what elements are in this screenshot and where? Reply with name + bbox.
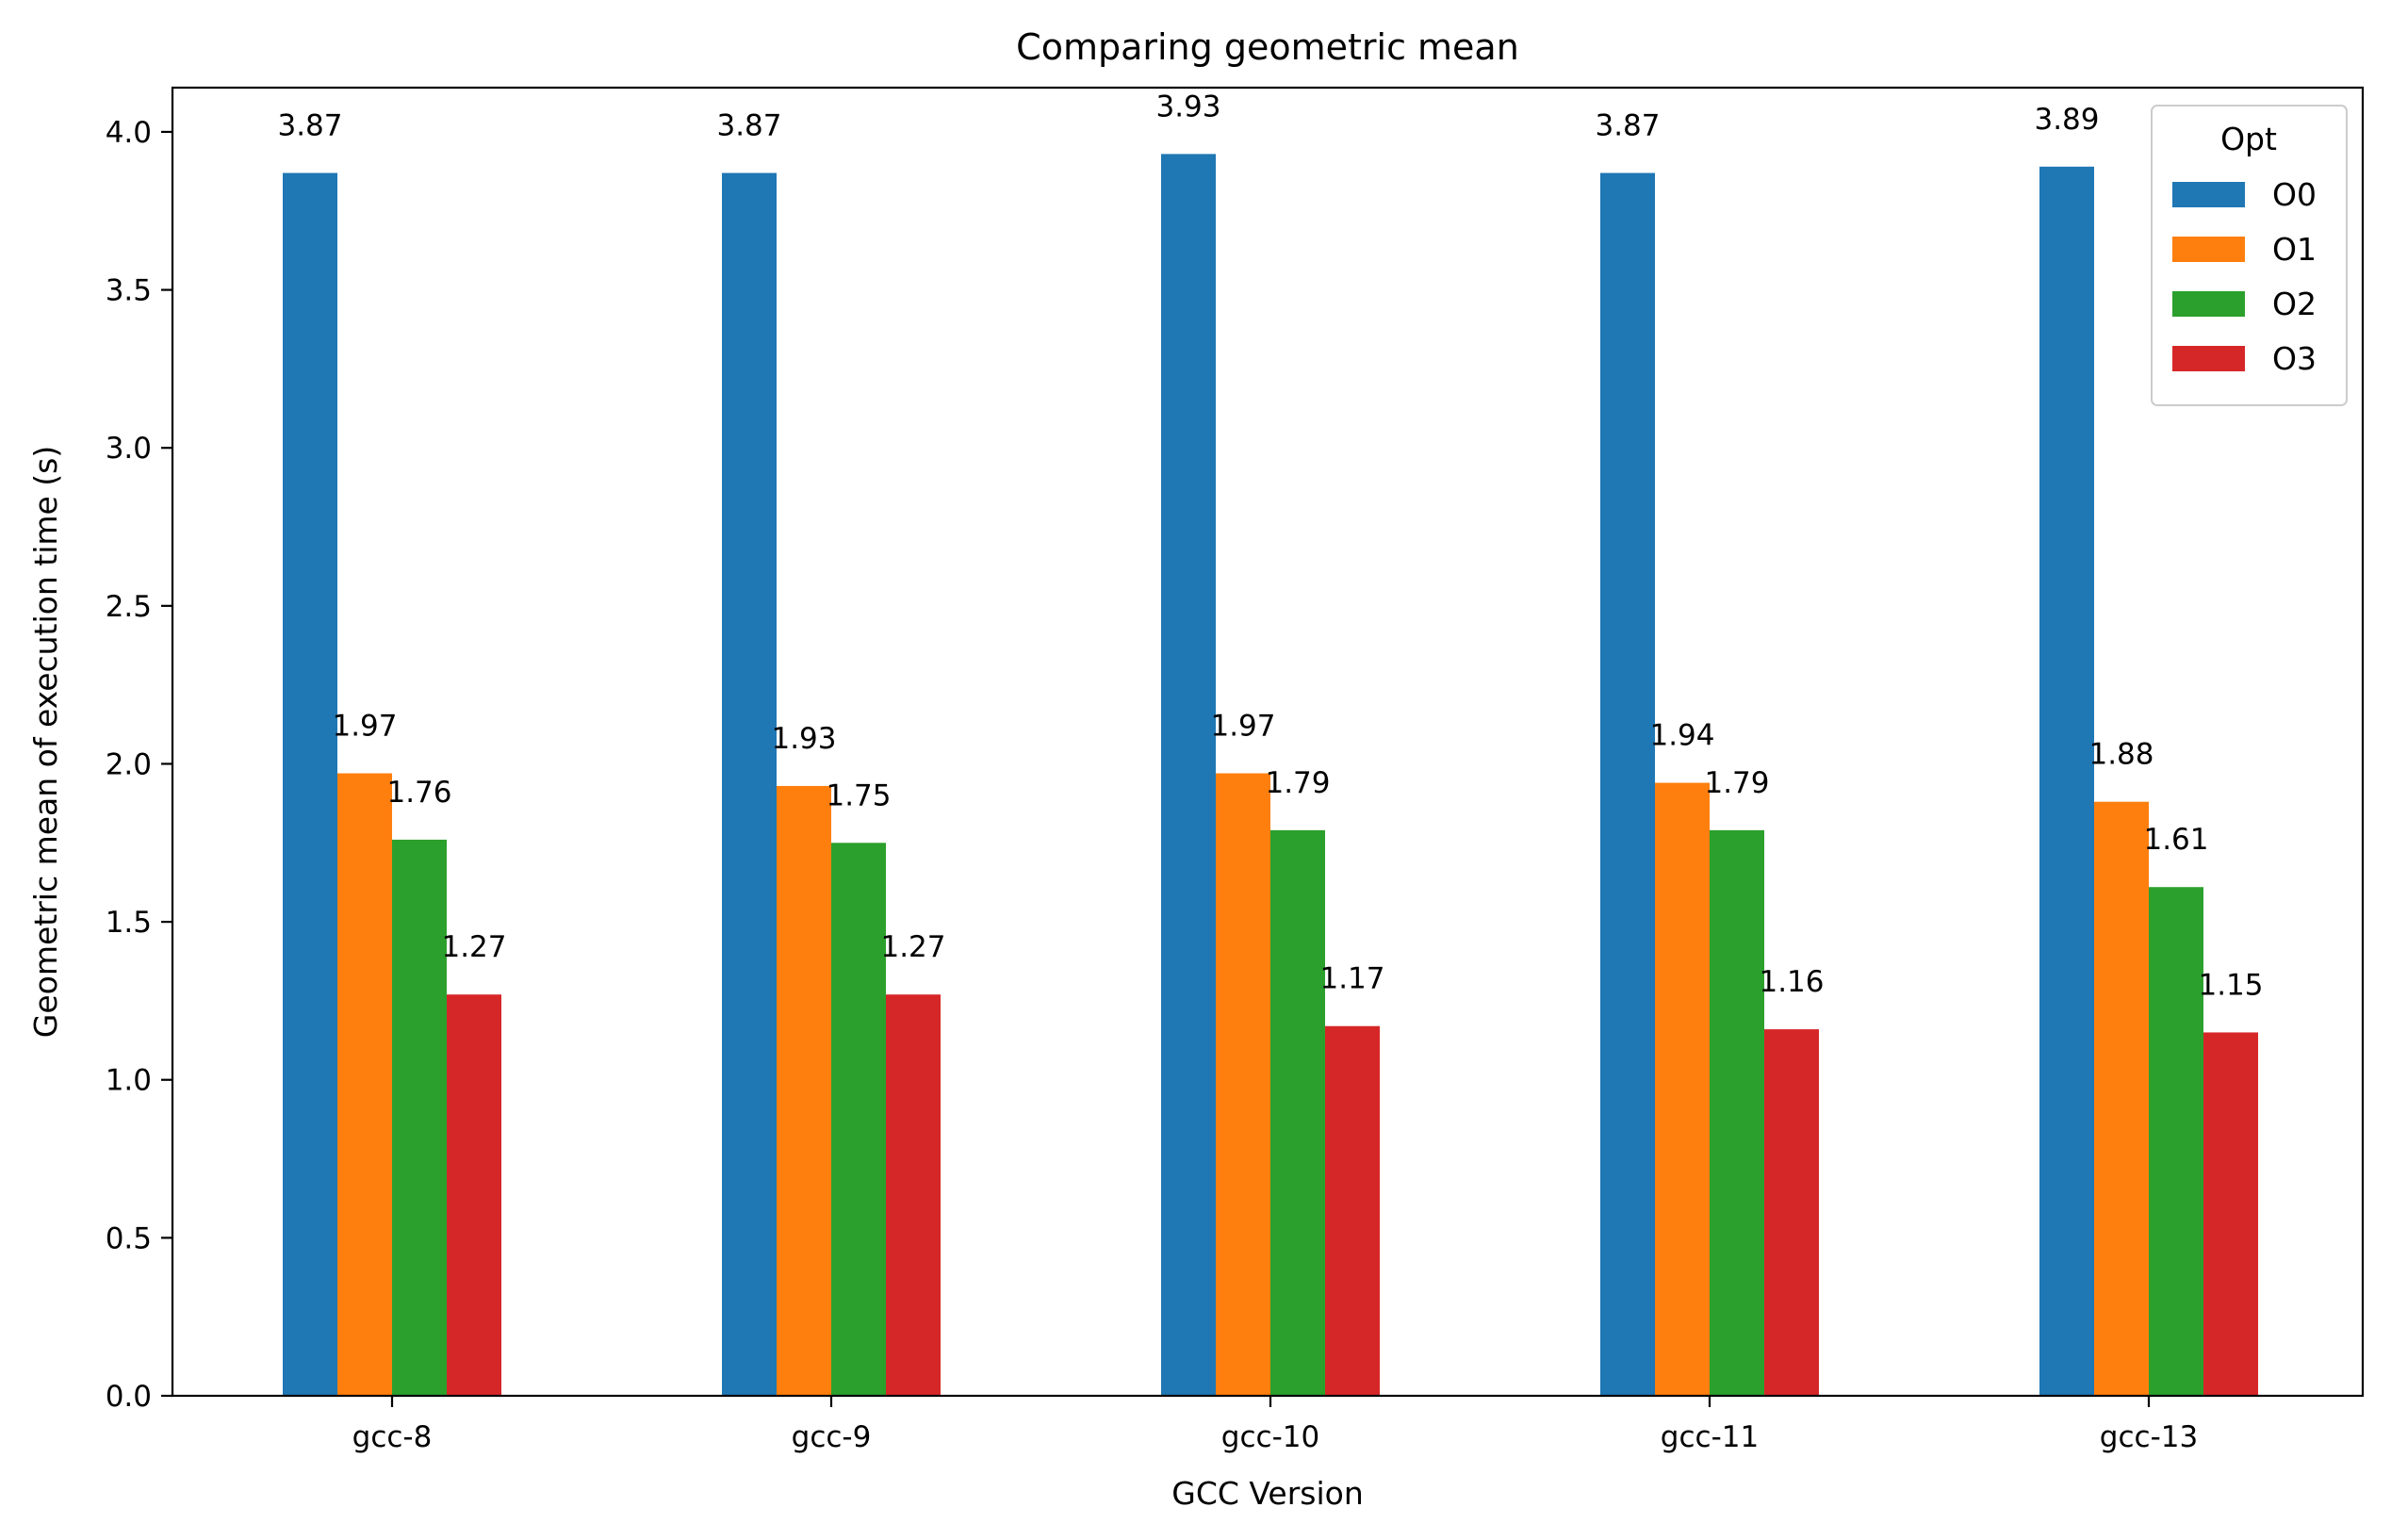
chart-title: Comparing geometric mean [1016, 26, 1519, 68]
bar-value-label: 3.87 [1595, 109, 1660, 143]
y-tick-label: 1.0 [106, 1064, 152, 1098]
bar-value-label: 1.88 [2088, 738, 2154, 772]
bar-value-label: 1.93 [771, 722, 836, 756]
bar-O1-gcc-9 [777, 785, 831, 1396]
y-axis-label: Geometric mean of execution time (s) [27, 446, 64, 1038]
legend-frame [2151, 105, 2348, 406]
x-tick-label: gcc-10 [1221, 1420, 1319, 1454]
legend-swatch-O3 [2172, 346, 2245, 371]
bar-value-label: 1.94 [1649, 719, 1714, 753]
bar-value-label: 1.97 [1210, 710, 1275, 744]
bar-value-label: 3.87 [716, 109, 781, 143]
legend-swatch-O2 [2172, 291, 2245, 317]
y-tick-label: 4.0 [106, 116, 152, 150]
bar-value-label: 1.16 [1759, 965, 1824, 999]
bar-O3-gcc-11 [1764, 1029, 1819, 1396]
bar-O0-gcc-9 [722, 172, 777, 1397]
y-axis: 0.0 0.5 1.0 1.5 2.0 2.5 3.0 3.5 4.0 [106, 116, 172, 1414]
bar-O1-gcc-13 [2094, 801, 2149, 1396]
legend-title: Opt [2220, 121, 2277, 157]
legend-label-O0: O0 [2272, 176, 2317, 213]
bar-value-label: 1.97 [332, 710, 397, 744]
bar-value-label: 1.76 [386, 776, 451, 810]
bar-value-label: 1.79 [1704, 766, 1769, 800]
bar-value-label: 1.15 [2198, 968, 2263, 1002]
bar-O2-gcc-9 [831, 843, 886, 1396]
y-tick-label: 0.0 [106, 1380, 152, 1414]
x-tick-label: gcc-13 [2100, 1420, 2198, 1454]
bar-labels-layer: 3.87 3.87 3.93 3.87 3.89 1.97 1.93 1.97 1.94 1.88… [277, 90, 2263, 1002]
y-tick-label: 3.5 [106, 274, 152, 308]
bar-value-label: 3.89 [2034, 103, 2099, 137]
bar-O3-gcc-9 [886, 994, 941, 1396]
bar-value-label: 1.17 [1319, 962, 1384, 996]
x-axis: gcc-8 gcc-9 gcc-10 gcc-11 gcc-13 [352, 1396, 2198, 1454]
bar-O0-gcc-11 [1600, 172, 1655, 1397]
bar-value-label: 3.93 [1155, 90, 1220, 123]
legend: Opt O0 O1 O2 O3 [2151, 105, 2348, 406]
bar-value-label: 1.61 [2143, 823, 2208, 857]
legend-label-O2: O2 [2272, 286, 2317, 322]
y-tick-label: 1.5 [106, 906, 152, 940]
bar-O3-gcc-10 [1325, 1025, 1380, 1396]
legend-swatch-O0 [2172, 182, 2245, 207]
bar-O0-gcc-10 [1161, 154, 1216, 1397]
bar-O2-gcc-8 [392, 839, 447, 1396]
bar-O1-gcc-11 [1655, 782, 1710, 1396]
bar-O2-gcc-11 [1710, 829, 1764, 1396]
bars-layer [283, 154, 2258, 1397]
bar-O0-gcc-8 [283, 172, 337, 1397]
plot-frame [171, 86, 2365, 1398]
y-tick-label: 2.0 [106, 747, 152, 781]
bar-O0-gcc-13 [2039, 166, 2094, 1397]
y-tick-label: 3.0 [106, 432, 152, 466]
bar-value-label: 1.27 [880, 930, 945, 964]
legend-label-O1: O1 [2272, 231, 2317, 268]
y-tick-label: 2.5 [106, 590, 152, 624]
x-tick-label: gcc-11 [1661, 1420, 1759, 1454]
bar-O3-gcc-13 [2203, 1032, 2258, 1396]
bar-O1-gcc-8 [337, 773, 392, 1396]
bar-O2-gcc-13 [2149, 887, 2203, 1396]
legend-label-O3: O3 [2272, 340, 2317, 377]
y-tick-label: 0.5 [106, 1221, 152, 1255]
bar-value-label: 1.79 [1265, 766, 1330, 800]
bar-O2-gcc-10 [1270, 829, 1325, 1396]
legend-swatch-O1 [2172, 237, 2245, 262]
x-tick-label: gcc-8 [352, 1420, 433, 1454]
x-tick-label: gcc-9 [792, 1420, 872, 1454]
bar-O3-gcc-8 [447, 994, 501, 1396]
bar-value-label: 1.75 [826, 778, 891, 812]
bar-O1-gcc-10 [1216, 773, 1270, 1396]
x-axis-label: GCC Version [1171, 1475, 1364, 1512]
bar-value-label: 3.87 [277, 109, 342, 143]
bar-value-label: 1.27 [441, 930, 506, 964]
